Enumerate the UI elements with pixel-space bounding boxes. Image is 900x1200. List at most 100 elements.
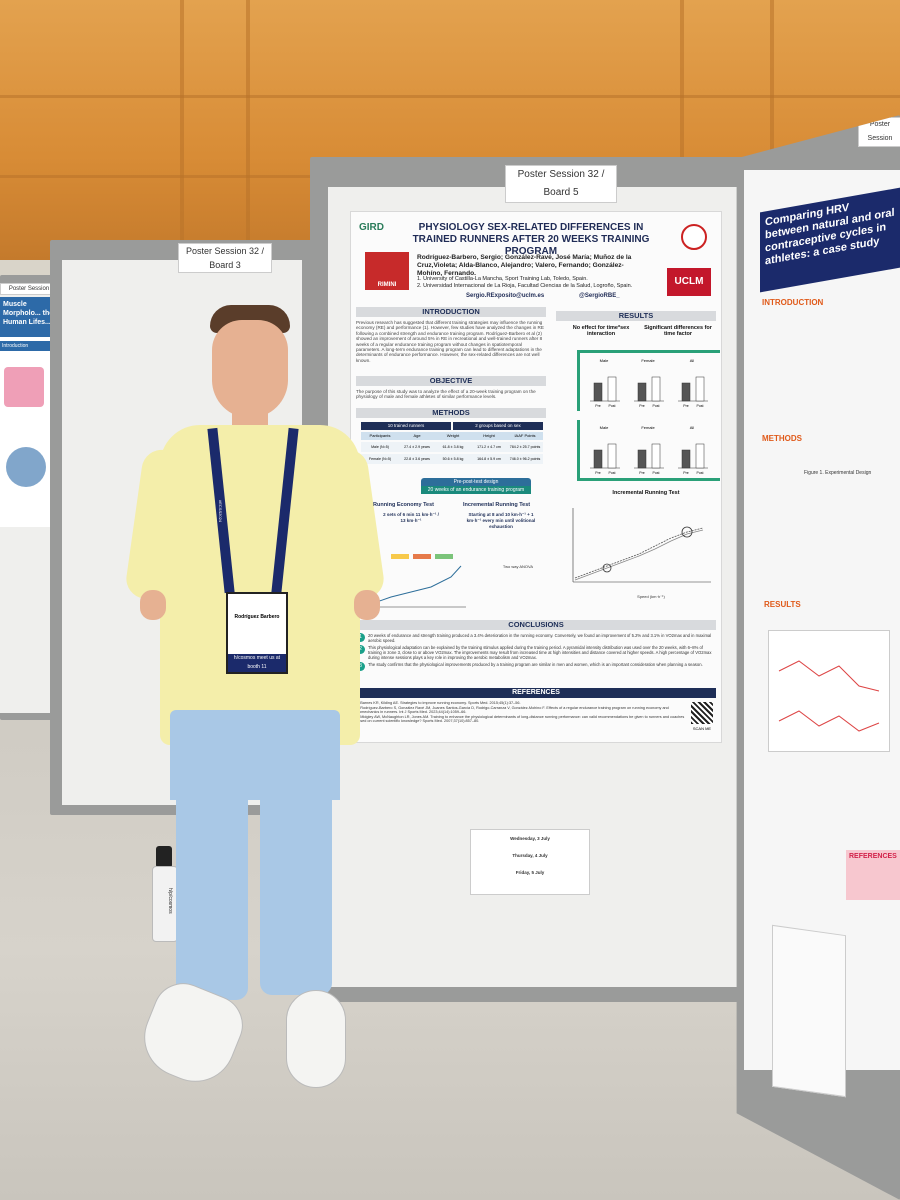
pre-post-label: Pre bbox=[639, 471, 645, 475]
conclusion-item: 2 This physiological adaptation can be ex… bbox=[356, 645, 716, 660]
right-results-chart bbox=[768, 630, 890, 752]
far-board-label: Poster Session bbox=[0, 283, 58, 295]
panel-label: All bbox=[690, 358, 695, 363]
speed-axis-label: Speed (km·h⁻¹) bbox=[637, 594, 665, 599]
table-column-header: Height bbox=[471, 432, 507, 440]
table-cell: Female (N=5) bbox=[361, 454, 399, 464]
wall-seam bbox=[246, 0, 250, 260]
center-board: Poster Session 32 / Board 5 GIRD RIMINI … bbox=[310, 157, 785, 1002]
qr-code bbox=[691, 702, 713, 724]
rimini-logo: RIMINI bbox=[365, 252, 409, 290]
running-economy-title: Running Economy Test bbox=[373, 502, 435, 508]
gird-logo: GIRD bbox=[359, 222, 384, 233]
table-column-header: IAAF Points bbox=[507, 432, 543, 440]
results-panel-bottom: Male Pre Post Female Pre Post All Pre Post bbox=[577, 420, 720, 481]
uclm-logo: UCLM bbox=[667, 268, 711, 296]
lanyard-text: #ECSS2024 bbox=[218, 500, 223, 523]
panel-label: Female bbox=[641, 358, 655, 363]
no-effect-label: No effect for time*sex interaction bbox=[572, 325, 630, 337]
table-header-left: 10 trained runners bbox=[361, 422, 451, 430]
result-bar bbox=[695, 443, 705, 469]
participants-table: 10 trained runners 2 groups based on sex… bbox=[361, 422, 543, 474]
pre-post-label: Post bbox=[652, 471, 659, 475]
objective-text: The purpose of this study was to analyze… bbox=[356, 389, 536, 400]
running-economy-detail: 2 sets of 6 min 11 km·h⁻¹ / 13 km·h⁻¹ bbox=[383, 512, 439, 523]
center-board-label: Poster Session 32 / Board 5 bbox=[505, 165, 617, 203]
conclusion-item: 1 20 weeks of endurance and strength trai… bbox=[356, 633, 716, 643]
table-column-header: Participants bbox=[361, 432, 399, 440]
results-panel-top: Male Pre Post Female Pre Post All Pre Post bbox=[577, 350, 720, 411]
conclusion-text: The study confirms that the physiologica… bbox=[368, 662, 703, 667]
right-references: REFERENCES bbox=[846, 850, 900, 900]
wall-seam bbox=[770, 0, 774, 180]
wall-seam bbox=[180, 0, 184, 260]
result-bar bbox=[695, 376, 705, 402]
face bbox=[212, 320, 288, 418]
table-cell: 61.8 ± 3.8 kg bbox=[435, 442, 471, 452]
objective-header: OBJECTIVE bbox=[356, 376, 546, 386]
right-intro-header: INTRODUCTION bbox=[762, 298, 824, 307]
left-leg bbox=[176, 780, 248, 1000]
table-cell: 50.6 ± 5.8 kg bbox=[435, 454, 471, 464]
conclusion-text: This physiological adaptation can be exp… bbox=[368, 645, 712, 660]
poster-title: PHYSIOLOGY SEX-RELATED DIFFERENCES IN TR… bbox=[412, 222, 650, 257]
methods-header: METHODS bbox=[356, 408, 546, 418]
result-bar bbox=[593, 449, 603, 469]
conclusion-text: 20 weeks of endurance and strength train… bbox=[368, 633, 712, 643]
table-cell: 171.2 ± 4.7 cm bbox=[471, 442, 507, 452]
pre-post-label: Post bbox=[608, 471, 615, 475]
design-box: Pre-post-test design 20 weeks of an endu… bbox=[421, 478, 531, 494]
incremental-title: Incremental Running Test bbox=[463, 502, 531, 508]
panel-label: Male bbox=[600, 425, 609, 430]
references-list: 1. Barnes KR, Kilding AE. Strategies to … bbox=[356, 701, 686, 724]
pre-post-label: Pre bbox=[595, 471, 601, 475]
right-methods-header: METHODS bbox=[762, 434, 802, 443]
table-cell: 746.0 ± 96.2 points bbox=[507, 454, 543, 464]
table-cell: 22.8 ± 3.6 years bbox=[399, 454, 435, 464]
left-board-label: Poster Session 32 / Board 3 bbox=[178, 243, 272, 273]
design-title: Pre-post-test design bbox=[453, 479, 499, 485]
result-bar bbox=[651, 443, 661, 469]
water-bottle: h/p/cosmos bbox=[150, 846, 178, 942]
panel-label: Female bbox=[641, 425, 655, 430]
right-board: Comparing HRV between natural and oral c… bbox=[736, 115, 900, 1200]
pre-post-label: Post bbox=[652, 404, 659, 408]
research-poster: GIRD RIMINI PHYSIOLOGY SEX-RELATED DIFFE… bbox=[350, 211, 722, 743]
conclusion-number: 3 bbox=[356, 662, 365, 671]
scan-me-label: SCAN ME bbox=[692, 726, 712, 731]
results-bottom-chart: Male Pre Post Female Pre Post All Pre Post bbox=[590, 425, 708, 475]
conclusions-list: 1 20 weeks of endurance and strength trai… bbox=[356, 633, 716, 673]
right-schedule-sheet bbox=[772, 924, 846, 1098]
panel-label: All bbox=[690, 425, 695, 430]
pre-post-label: Pre bbox=[639, 404, 645, 408]
pre-post-label: Pre bbox=[595, 404, 601, 408]
design-sub: 20 weeks of an endurance training progra… bbox=[421, 486, 531, 494]
right-figure-label: Figure 1. Experimental Design bbox=[804, 470, 872, 476]
result-bar bbox=[607, 443, 617, 469]
right-leg bbox=[260, 780, 332, 995]
schedule-day-3: Friday, 5 July bbox=[515, 870, 545, 875]
schedule-day-2: Thursday, 4 July bbox=[512, 853, 548, 858]
conclusion-number: 1 bbox=[356, 633, 365, 642]
reference-item: 1. Barnes KR, Kilding AE. Strategies to … bbox=[356, 701, 521, 705]
result-bar bbox=[607, 376, 617, 402]
person: #ECSS2024 Rodríguez Barbero h/cosmos mee… bbox=[123, 300, 390, 1100]
table-column-header: Age bbox=[399, 432, 435, 440]
wall-seam bbox=[680, 0, 684, 200]
result-bar bbox=[651, 376, 661, 402]
two-way-anova: Two way ANOVA bbox=[502, 564, 534, 569]
right-shoe bbox=[286, 990, 346, 1088]
incremental-detail: Starting at 8 and 10 km·h⁻¹ + 1 km·h⁻¹ e… bbox=[466, 512, 536, 529]
table-cell: 27.4 ± 2.9 years bbox=[399, 442, 435, 452]
far-poster-pie bbox=[6, 447, 46, 487]
significant-label: Significant differences for time factor bbox=[644, 325, 712, 337]
result-bar bbox=[681, 449, 691, 469]
schedule-day-1: Wednesday, 3 July bbox=[510, 836, 550, 841]
badge-tag: h/cosmos meet us at booth 11 bbox=[228, 654, 286, 672]
result-bar bbox=[681, 382, 691, 402]
right-hand bbox=[354, 590, 380, 620]
incremental-chart bbox=[572, 508, 711, 583]
introduction-text: Previous research has suggested that dif… bbox=[356, 320, 544, 363]
wall-seam bbox=[0, 95, 900, 98]
poster-email: Sergio.RExposito@uclm.es bbox=[466, 293, 545, 299]
